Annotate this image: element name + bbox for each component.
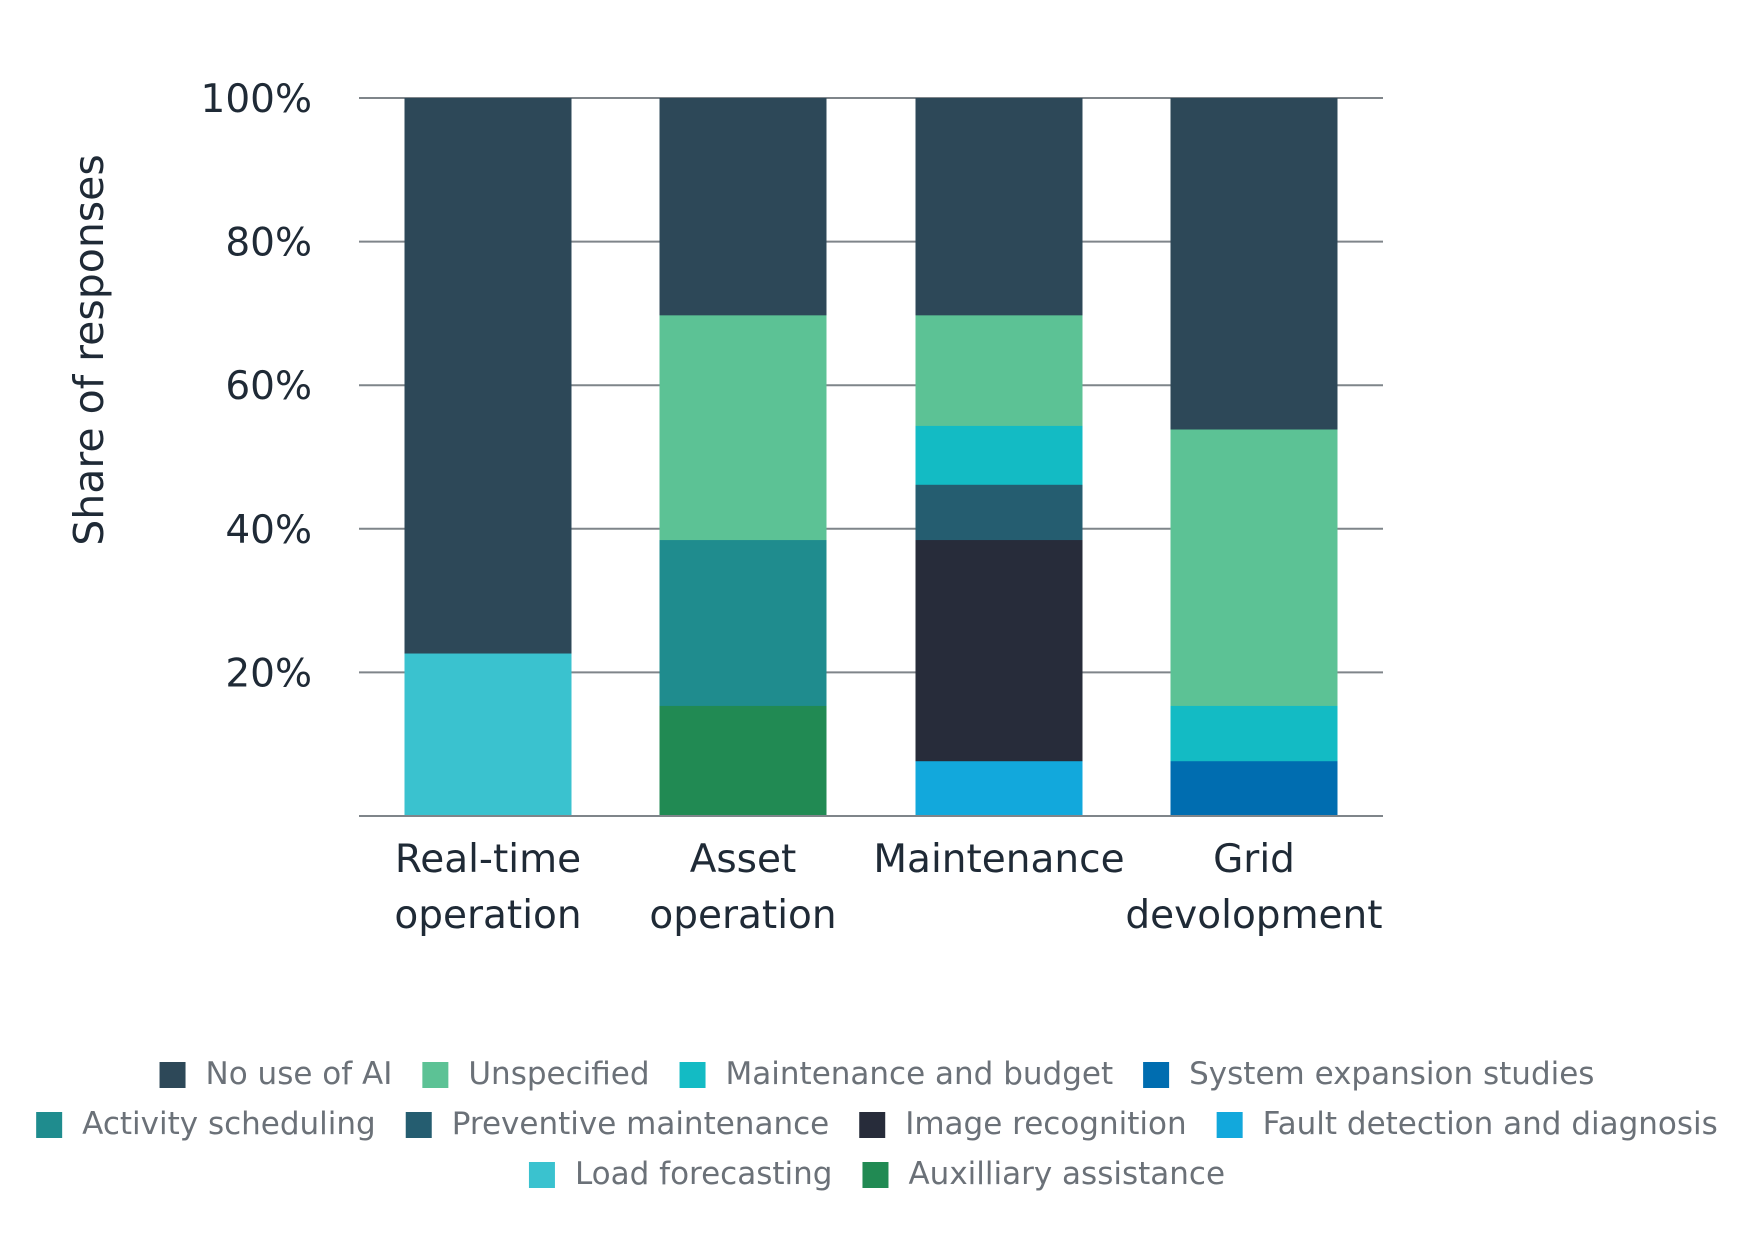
bar-segment-system-expansion-studies bbox=[1170, 760, 1338, 817]
legend-swatch bbox=[528, 1162, 555, 1188]
x-category-label: Real-time operation bbox=[394, 837, 581, 938]
bar-segment-load-forecasting bbox=[404, 653, 572, 817]
legend-label: Activity scheduling bbox=[82, 1106, 376, 1142]
legend-item-system-expansion-studies: System expansion studies bbox=[1143, 1056, 1594, 1092]
legend-swatch bbox=[859, 1112, 886, 1138]
legend-item-image-recognition: Image recognition bbox=[859, 1106, 1187, 1142]
bar-segment-preventive-maintenance bbox=[915, 484, 1083, 541]
bar-segment-auxilliary-assistance bbox=[659, 705, 827, 817]
bar-segment-fault-detection-and-diagnosis bbox=[915, 760, 1083, 817]
legend-label: Auxilliary assistance bbox=[908, 1156, 1225, 1192]
y-axis-label: Share of responses bbox=[65, 154, 113, 545]
legend-label: Unspecified bbox=[468, 1056, 649, 1092]
bars bbox=[404, 98, 1338, 817]
legend-label: Fault detection and diagnosis bbox=[1263, 1106, 1718, 1142]
legend-swatch bbox=[422, 1062, 449, 1088]
x-category-label: Asset operation bbox=[649, 837, 836, 938]
legend-label: Preventive maintenance bbox=[452, 1106, 829, 1142]
legend: No use of AI Unspecified Maintenance and b… bbox=[36, 1056, 1718, 1192]
bar-segment-unspecified bbox=[915, 314, 1083, 426]
legend-swatch bbox=[862, 1162, 889, 1188]
legend-item-activity-scheduling: Activity scheduling bbox=[36, 1106, 376, 1142]
legend-item-preventive-maintenance: Preventive maintenance bbox=[405, 1106, 829, 1142]
legend-label: Load forecasting bbox=[575, 1156, 833, 1192]
bar-segment-maintenance-and-budget bbox=[915, 425, 1083, 485]
y-tick-label: 60% bbox=[225, 364, 312, 409]
legend-label: System expansion studies bbox=[1189, 1056, 1594, 1092]
bar-segment-image-recognition bbox=[915, 539, 1083, 762]
y-tick-label: 80% bbox=[225, 221, 312, 266]
legend-swatch bbox=[1216, 1112, 1243, 1138]
bar-segment-activity-scheduling bbox=[659, 539, 827, 706]
legend-swatch bbox=[36, 1112, 63, 1138]
bar-segment-unspecified bbox=[1170, 428, 1338, 706]
y-tick-label: 20% bbox=[225, 651, 312, 696]
legend-item-fault-detection-and-diagnosis: Fault detection and diagnosis bbox=[1216, 1106, 1718, 1142]
legend-label: Maintenance and budget bbox=[726, 1056, 1114, 1092]
y-tick-label: 40% bbox=[225, 508, 312, 553]
legend-label: Image recognition bbox=[905, 1106, 1186, 1142]
legend-item-no-use-of-ai: No use of AI bbox=[159, 1056, 393, 1092]
x-category-label: Maintenance bbox=[873, 837, 1124, 882]
bar-segment-no-use-of-ai bbox=[404, 98, 572, 654]
x-category-label: Grid devolopment bbox=[1125, 837, 1382, 938]
bar-segment-maintenance-and-budget bbox=[1170, 705, 1338, 762]
bar-segment-unspecified bbox=[659, 314, 827, 541]
y-tick-label: 100% bbox=[201, 77, 313, 122]
legend-swatch bbox=[405, 1112, 432, 1138]
legend-item-auxilliary-assistance: Auxilliary assistance bbox=[862, 1156, 1225, 1192]
legend-swatch bbox=[159, 1062, 186, 1088]
legend-item-maintenance-and-budget: Maintenance and budget bbox=[679, 1056, 1114, 1092]
legend-swatch bbox=[1143, 1062, 1170, 1088]
legend-item-load-forecasting: Load forecasting bbox=[528, 1156, 833, 1192]
bar-segment-no-use-of-ai bbox=[1170, 98, 1338, 430]
legend-item-unspecified: Unspecified bbox=[422, 1056, 650, 1092]
legend-label: No use of AI bbox=[206, 1056, 393, 1092]
bar-segment-no-use-of-ai bbox=[659, 98, 827, 316]
bar-segment-no-use-of-ai bbox=[915, 98, 1083, 316]
legend-swatch bbox=[679, 1062, 706, 1088]
axes: 20% 40% 60% 80% 100% Real-time operation Asset o… bbox=[201, 77, 1383, 938]
